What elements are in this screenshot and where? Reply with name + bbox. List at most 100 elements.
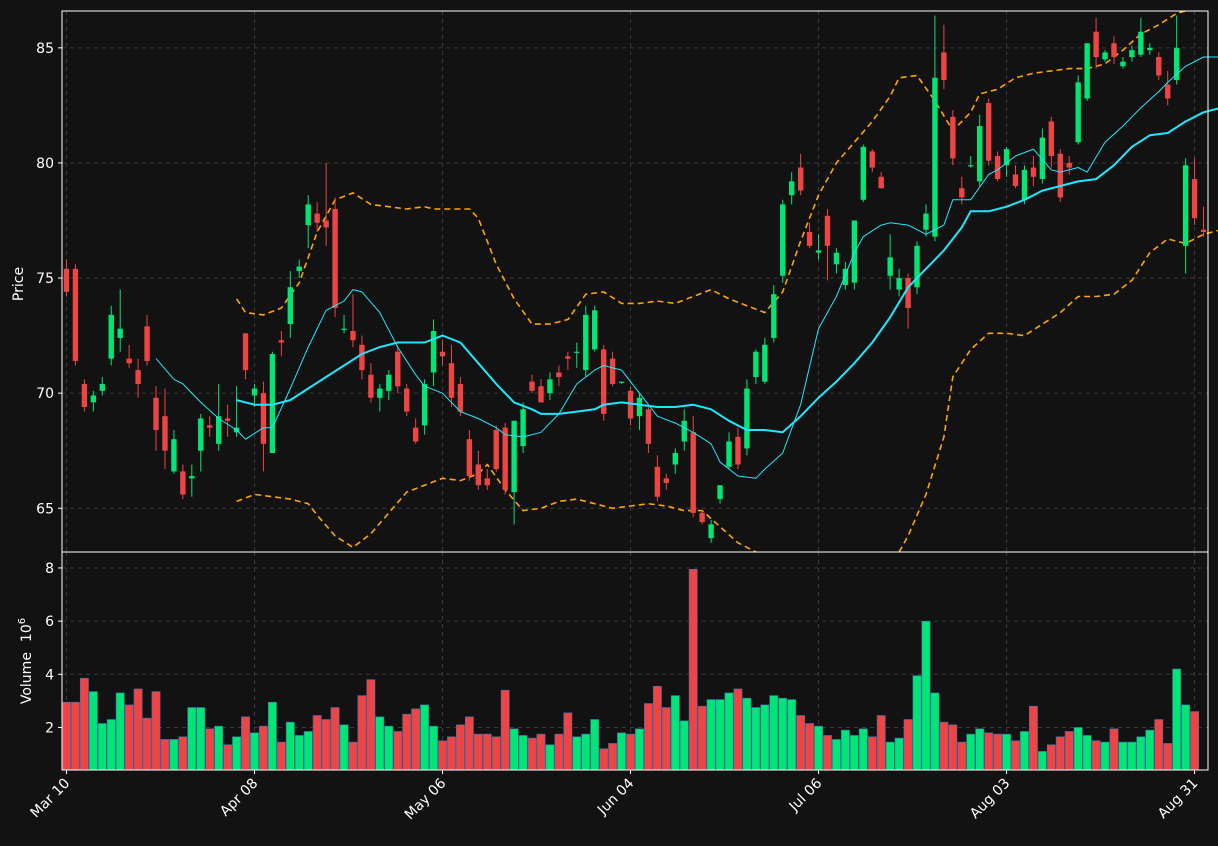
candle-body-down [645, 409, 652, 444]
volume-bar-up [509, 728, 519, 771]
volume-axis-exponent-base: 10 [19, 624, 35, 642]
volume-bar-up [966, 733, 976, 771]
candle-body-down [1093, 31, 1099, 58]
volume-bar-up [751, 707, 761, 771]
candle-body-up [520, 409, 526, 447]
lower-band-line-segment [898, 229, 1218, 553]
volume-bar-up [581, 733, 591, 771]
volume-bar-up [670, 695, 680, 771]
volume-bar-down [1154, 719, 1164, 771]
candle-body-up [842, 268, 849, 285]
volume-y-axis: 2 4 6 8 [45, 561, 62, 736]
candle-body-down [126, 358, 132, 364]
volume-bar-down [276, 741, 286, 771]
candle-body-up [386, 374, 392, 391]
candle-body-down [404, 388, 410, 412]
volume-bar-up [912, 675, 922, 771]
candle-body-up [914, 245, 920, 288]
candle-body-down [484, 478, 490, 486]
candle-body-up [296, 266, 302, 272]
volume-bar-up [975, 728, 985, 771]
candle-body-up [189, 476, 195, 479]
volume-bar-up [787, 699, 797, 771]
candle-body-up [1147, 47, 1153, 51]
candle-body-up [430, 330, 437, 373]
volume-bar-up [1002, 733, 1011, 771]
volume-bar-down [1190, 711, 1199, 771]
candle-body-down [1030, 167, 1037, 177]
candle-body-down [207, 425, 213, 428]
volume-bar-down [312, 715, 322, 771]
volume-bar-up [303, 731, 313, 771]
candle-body-up [672, 453, 678, 465]
candle-body-down [950, 116, 956, 159]
volume-bar-up [894, 737, 904, 771]
volume-bar-down [1109, 728, 1119, 771]
bollinger-bands [235, 10, 1218, 553]
volume-bar-down [652, 685, 662, 771]
volume-bar-down [223, 744, 233, 771]
candle-body-up [1102, 52, 1108, 60]
candle-body-up [421, 383, 428, 426]
candle-body-down [332, 208, 338, 308]
volume-bar-up [1181, 704, 1191, 771]
candle-body-down [412, 427, 419, 442]
candle-body-down [1048, 121, 1055, 157]
volume-bar-down [393, 731, 403, 771]
candle-body-down [457, 383, 464, 412]
volume-bar-up [742, 697, 752, 771]
candle-body-up [717, 485, 723, 500]
volume-bar-down [993, 733, 1003, 771]
lower-band-line [236, 463, 757, 553]
volume-bar-down [626, 733, 635, 771]
volume-bar-down [948, 724, 958, 771]
volume-bar-up [1020, 731, 1029, 771]
candle-body-down [529, 381, 535, 391]
volume-bar-down [133, 688, 143, 771]
candle-body-up [269, 354, 276, 454]
volume-bar-down [939, 721, 949, 771]
candle-body-down [1057, 153, 1063, 198]
candle-body-up [726, 441, 732, 467]
candle-body-down [699, 512, 705, 523]
volume-bar-up [590, 719, 600, 771]
price-gridlines [62, 11, 1208, 552]
price-tick-label: 80 [36, 156, 54, 172]
candle-body-down [153, 397, 159, 430]
candle-body-up [977, 126, 983, 182]
candle-body-up [1129, 50, 1135, 58]
volume-bar-up [232, 736, 242, 771]
candle-body-up [215, 416, 222, 444]
candle-body-up [1075, 82, 1081, 143]
candle-body-down [493, 429, 499, 470]
price-tick-label: 85 [36, 41, 54, 57]
candle-body-down [260, 393, 267, 444]
candle-body-down [323, 220, 329, 228]
volume-bar-down [357, 695, 367, 771]
candlestick-series [63, 15, 1207, 543]
candle-body-down [448, 363, 455, 398]
volume-bar-up [778, 697, 788, 771]
volume-bar-down [482, 733, 492, 771]
candle-body-up [636, 397, 643, 417]
volume-bar-up [1082, 735, 1092, 771]
volume-bar-up [840, 729, 850, 771]
volume-bar-down [151, 691, 161, 771]
candle-body-down [1156, 57, 1162, 76]
candle-body-up [1039, 137, 1046, 180]
volume-bar-down [62, 701, 71, 771]
candle-body-up [1021, 169, 1028, 200]
candle-body-up [618, 381, 625, 383]
candle-body-down [941, 52, 947, 81]
candle-body-down [1191, 179, 1198, 219]
volume-bar-down [124, 704, 134, 771]
volume-bar-up [849, 735, 859, 771]
volume-bar-up [679, 720, 689, 771]
volume-bar-up [420, 704, 430, 771]
volume-bar-down [455, 724, 465, 771]
volume-bar-up [1100, 741, 1110, 771]
candle-body-down [824, 215, 831, 246]
candle-body-up [1182, 165, 1189, 246]
volume-bar-up [1073, 727, 1083, 771]
candle-body-up [1138, 31, 1144, 55]
